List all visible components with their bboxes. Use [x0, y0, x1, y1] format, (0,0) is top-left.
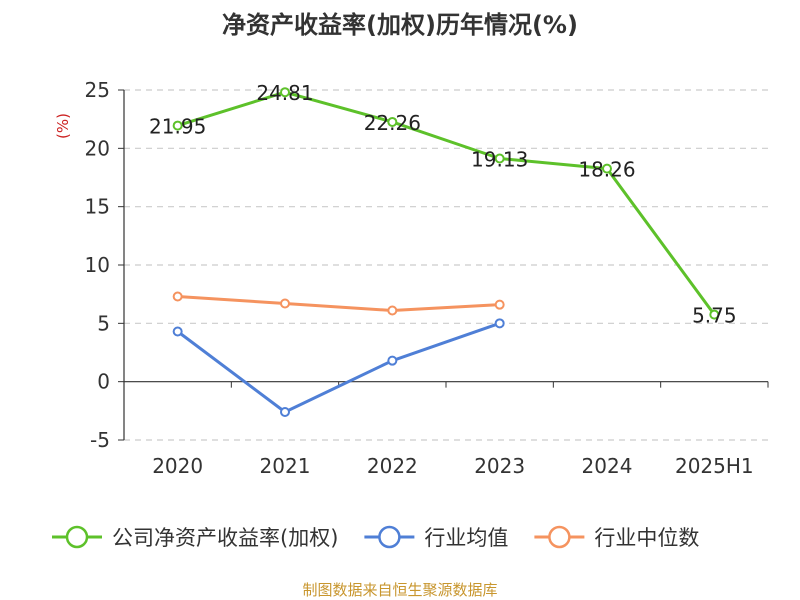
y-tick-label: 15 [85, 195, 110, 219]
data-point[interactable] [602, 163, 612, 174]
y-tick-label: 20 [85, 136, 110, 160]
data-label: 18.26 [578, 158, 635, 182]
y-tick-label: 25 [85, 78, 110, 102]
legend-swatch-marker [378, 525, 401, 549]
chart-title: 净资产收益率(加权)历年情况(%) [222, 11, 578, 39]
legend-label: 公司净资产收益率(加权) [112, 526, 338, 550]
x-tick-label: 2022 [367, 454, 418, 478]
data-point[interactable] [280, 407, 290, 417]
data-point[interactable] [387, 305, 398, 316]
legend-swatch-marker [548, 525, 571, 549]
data-point[interactable] [172, 120, 183, 131]
y-tick-label: 10 [85, 253, 110, 277]
series-line-2 [177, 295, 500, 312]
y-axis-unit-label: (%) [54, 113, 72, 139]
x-tick-label: 2020 [152, 454, 203, 478]
axes: -5 0 5 10 15 20 25 2020 2021 2022 2023 2024 2025H1 [85, 78, 769, 478]
y-tick-label: 5 [97, 311, 110, 335]
x-tick-label: 2025H1 [675, 454, 754, 478]
data-point[interactable] [172, 326, 183, 337]
legend-item-0[interactable]: 公司净资产收益率(加权) [52, 525, 338, 550]
data-point[interactable] [709, 309, 720, 320]
legend-item-1[interactable]: 行业均值 [364, 525, 508, 550]
legend-swatch-marker [65, 525, 89, 549]
y-tick-label: -5 [90, 428, 110, 452]
legend-item-2[interactable]: 行业中位数 [534, 525, 699, 550]
y-tick-label: 0 [97, 370, 110, 394]
data-point[interactable] [494, 153, 505, 164]
series-line-0 [177, 90, 716, 316]
series-group [172, 87, 720, 417]
data-label: 22.26 [364, 111, 421, 135]
legend-label: 行业均值 [424, 526, 508, 550]
data-label: 5.75 [692, 304, 737, 328]
series-line-1 [176, 321, 501, 414]
data-labels: 21.95 24.81 22.26 19.13 18.26 5.75 [149, 81, 737, 327]
data-point[interactable] [387, 116, 398, 127]
legend-label: 行业中位数 [594, 526, 699, 550]
grid-lines [124, 89, 768, 441]
data-point[interactable] [280, 298, 290, 309]
data-point[interactable] [280, 87, 290, 98]
data-point[interactable] [494, 299, 505, 310]
x-tick-label: 2021 [260, 454, 311, 478]
data-label: 21.95 [149, 115, 206, 139]
data-point[interactable] [387, 355, 398, 366]
data-point[interactable] [494, 318, 505, 329]
x-tick-label: 2024 [582, 454, 633, 478]
legend: 公司净资产收益率(加权) 行业均值 行业中位数 [52, 525, 699, 550]
source-note: 制图数据来自恒生聚源数据库 [302, 581, 497, 599]
data-point[interactable] [172, 291, 183, 302]
data-label: 24.81 [256, 81, 313, 105]
x-tick-label: 2023 [474, 454, 525, 478]
data-label: 19.13 [471, 147, 528, 171]
